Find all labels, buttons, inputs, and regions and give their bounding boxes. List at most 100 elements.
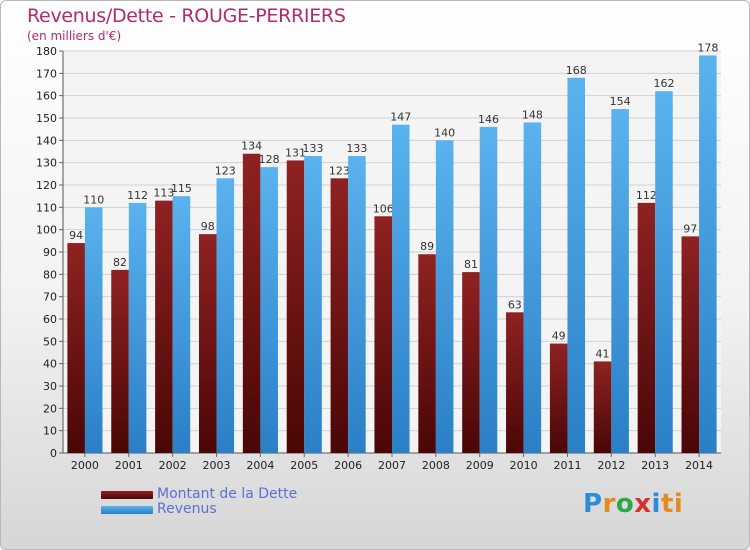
bar-revenue xyxy=(435,140,454,454)
data-label-revenue: 147 xyxy=(390,111,411,124)
bar-revenue xyxy=(655,91,673,453)
bar-debt xyxy=(374,216,392,453)
y-tick-label: 70 xyxy=(43,291,57,304)
y-tick-label: 120 xyxy=(36,179,57,192)
x-tick-label: 2001 xyxy=(115,459,143,472)
x-tick-label: 2006 xyxy=(334,459,362,472)
y-tick-label: 80 xyxy=(43,268,57,281)
data-label-debt: 123 xyxy=(329,164,350,177)
data-label-debt: 106 xyxy=(373,202,394,215)
x-tick-label: 2007 xyxy=(378,459,406,472)
y-tick-label: 20 xyxy=(43,402,57,415)
bar-debt xyxy=(418,254,436,453)
bar-debt xyxy=(462,272,480,453)
data-label-revenue: 146 xyxy=(478,113,499,126)
data-label-revenue: 168 xyxy=(566,64,587,77)
data-label-debt: 97 xyxy=(683,222,697,235)
x-tick-label: 2003 xyxy=(203,459,231,472)
bar-revenue xyxy=(523,122,542,453)
x-tick-label: 2011 xyxy=(553,459,581,472)
legend-swatch-debt xyxy=(101,491,153,499)
proxiti-logo: Proxiti xyxy=(583,489,684,519)
bar-revenue xyxy=(260,167,278,453)
bar-debt xyxy=(549,343,568,453)
bar-debt xyxy=(681,236,700,453)
data-label-revenue: 110 xyxy=(83,193,104,206)
bar-revenue xyxy=(699,55,717,453)
y-tick-label: 170 xyxy=(36,67,57,80)
bar-debt xyxy=(637,202,656,453)
bar-debt xyxy=(67,243,85,453)
data-label-revenue: 133 xyxy=(303,142,324,155)
y-tick-label: 90 xyxy=(43,246,57,259)
y-tick-label: 100 xyxy=(36,224,57,237)
bar-debt xyxy=(286,160,305,453)
data-label-debt: 81 xyxy=(464,258,478,271)
data-label-revenue: 115 xyxy=(171,182,192,195)
data-label-debt: 98 xyxy=(201,220,215,233)
legend-swatch-revenue xyxy=(101,506,153,514)
x-tick-label: 2002 xyxy=(159,459,187,472)
data-label-debt: 82 xyxy=(113,256,127,269)
y-tick-label: 40 xyxy=(43,358,57,371)
legend-label-revenue: Revenus xyxy=(157,501,217,517)
bar-debt xyxy=(155,200,173,453)
data-label-revenue: 112 xyxy=(127,189,148,202)
bar-debt xyxy=(198,234,217,453)
x-tick-label: 2004 xyxy=(246,459,274,472)
bar-debt xyxy=(506,312,524,453)
bar-debt xyxy=(330,178,349,454)
data-label-debt: 134 xyxy=(241,140,262,153)
x-tick-label: 2000 xyxy=(71,459,99,472)
y-tick-label: 160 xyxy=(36,90,57,103)
bar-revenue xyxy=(304,155,322,453)
bar-revenue xyxy=(392,124,410,453)
y-tick-label: 130 xyxy=(36,157,57,170)
x-tick-label: 2013 xyxy=(641,459,669,472)
y-tick-label: 50 xyxy=(43,335,57,348)
y-tick-label: 150 xyxy=(36,112,57,125)
x-tick-label: 2010 xyxy=(510,459,538,472)
x-tick-label: 2009 xyxy=(466,459,494,472)
x-tick-label: 2014 xyxy=(685,459,713,472)
data-label-debt: 89 xyxy=(420,240,434,253)
y-tick-label: 30 xyxy=(43,380,57,393)
data-label-debt: 113 xyxy=(153,187,174,200)
data-label-debt: 112 xyxy=(636,189,657,202)
y-tick-label: 10 xyxy=(43,425,57,438)
bar-revenue xyxy=(172,196,191,453)
bar-revenue xyxy=(479,126,498,453)
chart-subtitle: (en milliers d'€) xyxy=(27,29,122,43)
data-label-revenue: 128 xyxy=(259,153,280,166)
y-tick-label: 110 xyxy=(36,201,57,214)
bar-revenue xyxy=(611,109,629,454)
bar-debt xyxy=(111,269,129,453)
y-tick-label: 0 xyxy=(50,447,57,460)
x-tick-label: 2005 xyxy=(290,459,318,472)
bar-revenue xyxy=(128,202,147,453)
x-tick-label: 2012 xyxy=(597,459,625,472)
data-label-revenue: 123 xyxy=(215,164,236,177)
legend-label-debt: Montant de la Dette xyxy=(157,486,298,502)
data-label-debt: 49 xyxy=(552,330,566,343)
data-label-revenue: 162 xyxy=(653,77,674,90)
x-tick-label: 2008 xyxy=(422,459,450,472)
bar-revenue xyxy=(348,155,366,453)
data-label-debt: 131 xyxy=(285,146,306,159)
y-tick-label: 140 xyxy=(36,134,57,147)
bar-debt xyxy=(593,361,612,453)
data-label-debt: 94 xyxy=(69,229,83,242)
bar-revenue xyxy=(84,207,103,453)
data-label-revenue: 133 xyxy=(346,142,367,155)
y-tick-label: 60 xyxy=(43,313,57,326)
data-label-debt: 41 xyxy=(596,347,610,360)
bar-revenue xyxy=(567,77,586,454)
bar-revenue xyxy=(216,178,235,454)
chart-title: Revenus/Dette - ROUGE-PERRIERS xyxy=(27,5,346,27)
data-label-revenue: 154 xyxy=(610,95,631,108)
y-tick-label: 180 xyxy=(36,45,57,58)
data-label-revenue: 178 xyxy=(697,41,718,54)
data-label-revenue: 140 xyxy=(434,126,455,139)
